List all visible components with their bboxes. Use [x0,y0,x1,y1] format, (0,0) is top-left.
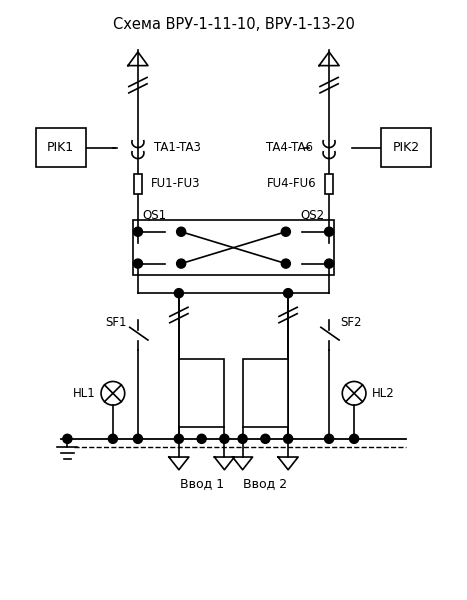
Text: QS2: QS2 [300,209,325,222]
Circle shape [134,227,142,236]
Bar [134,175,142,193]
Circle shape [63,434,72,443]
Circle shape [325,434,333,443]
Circle shape [174,434,184,443]
Text: FU4-FU6: FU4-FU6 [267,178,316,190]
Circle shape [177,259,186,268]
Bar [179,359,225,427]
Text: QS1: QS1 [142,209,167,222]
Circle shape [238,434,247,443]
Text: Схема ВРУ-1-11-10, ВРУ-1-13-20: Схема ВРУ-1-11-10, ВРУ-1-13-20 [113,17,354,32]
Text: SF2: SF2 [340,316,362,329]
Circle shape [134,259,142,268]
Circle shape [325,259,333,268]
Circle shape [197,434,206,443]
Circle shape [220,434,229,443]
Text: PIK1: PIK1 [47,141,74,154]
Circle shape [134,434,142,443]
Circle shape [350,434,359,443]
Text: HL2: HL2 [371,387,394,400]
Text: Ввод 1: Ввод 1 [180,478,224,491]
Text: HL1: HL1 [73,387,96,400]
Text: FU1-FU3: FU1-FU3 [151,178,200,190]
Circle shape [177,227,186,236]
Text: PIK2: PIK2 [393,141,420,154]
Text: TA1-TA3: TA1-TA3 [154,141,201,154]
Bar [134,220,333,275]
Circle shape [283,434,293,443]
Circle shape [281,227,290,236]
Text: TA4-TA6: TA4-TA6 [266,141,313,154]
Circle shape [108,434,117,443]
Circle shape [261,434,270,443]
Bar [242,359,288,427]
Circle shape [174,289,184,298]
Text: Ввод 2: Ввод 2 [243,478,287,491]
Circle shape [325,227,333,236]
Circle shape [281,259,290,268]
Bar [35,128,85,167]
Bar [325,175,333,193]
Circle shape [283,289,293,298]
Text: SF1: SF1 [105,316,127,329]
Bar [382,128,432,167]
